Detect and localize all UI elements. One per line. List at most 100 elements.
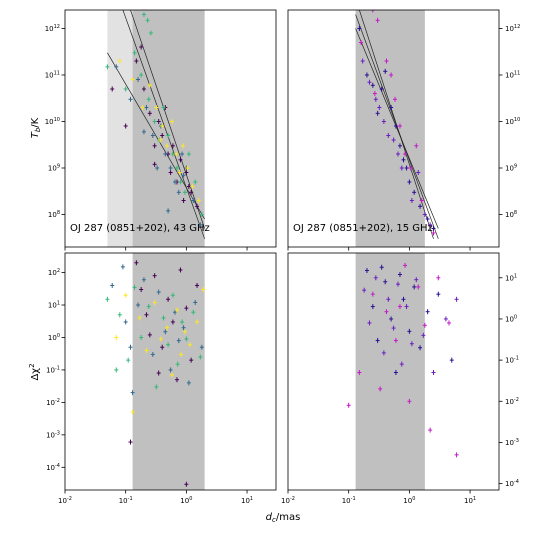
data-point-dchi2-15ghz-1-8 — [404, 304, 409, 310]
data-point-dchi2-43ghz-1-3 — [136, 302, 141, 308]
light-band-tb-43ghz — [107, 10, 133, 247]
data-point-dchi2-43ghz-3-11 — [183, 329, 188, 335]
data-point-tb-43ghz-3-8 — [174, 151, 179, 157]
data-point-tb-15ghz-0-13 — [431, 225, 436, 231]
data-point-dchi2-43ghz-1-13 — [193, 299, 198, 305]
data-point-dchi2-43ghz-3-3 — [137, 315, 142, 321]
data-point-dchi2-15ghz-0-1 — [370, 304, 375, 310]
data-point-tb-15ghz-0-9 — [407, 179, 412, 185]
data-point-tb-43ghz-1-17 — [181, 172, 186, 178]
data-point-dchi2-43ghz-1-12 — [186, 380, 191, 386]
y-label-dchi2-power: 2 — [28, 363, 36, 367]
data-point-tb-15ghz-2-4 — [389, 72, 394, 78]
data-point-dchi2-15ghz-1-9 — [409, 341, 414, 347]
data-point-dchi2-15ghz-1-1 — [367, 320, 372, 326]
data-point-tb-43ghz-0-16 — [139, 44, 144, 50]
data-point-tb-43ghz-1-4 — [150, 132, 155, 138]
x-label-unit: /mas — [276, 512, 300, 523]
y-tick-label-dchi2-15ghz-4: 100 — [505, 314, 517, 323]
axes-frame-tb-15ghz — [287, 9, 500, 248]
data-point-dchi2-15ghz-0-9 — [412, 284, 417, 290]
data-point-tb-43ghz-2-17 — [145, 17, 150, 23]
data-point-dchi2-15ghz-0-11 — [425, 309, 430, 315]
y-tick-label-tb-43ghz-0: 108 — [48, 210, 60, 219]
data-point-tb-15ghz-2-5 — [393, 96, 398, 102]
data-point-dchi2-15ghz-0-13 — [449, 357, 454, 363]
data-point-dchi2-43ghz-2-6 — [154, 384, 159, 390]
x-tick-label-dchi2-43ghz-3: 101 — [241, 496, 253, 505]
data-point-dchi2-15ghz-2-12 — [447, 320, 452, 326]
data-point-dchi2-43ghz-3-2 — [130, 409, 135, 415]
data-point-tb-43ghz-0-1 — [123, 123, 128, 129]
data-point-dchi2-43ghz-3-8 — [170, 372, 175, 378]
data-point-dchi2-43ghz-0-7 — [174, 377, 179, 383]
data-point-tb-15ghz-1-10 — [422, 211, 427, 217]
data-point-tb-43ghz-3-0 — [117, 58, 122, 64]
data-point-dchi2-43ghz-2-7 — [161, 315, 166, 321]
data-point-tb-43ghz-2-1 — [123, 86, 128, 92]
data-point-tb-43ghz-3-7 — [170, 119, 175, 125]
data-point-dchi2-15ghz-0-2 — [375, 337, 380, 343]
data-point-dchi2-43ghz-3-4 — [144, 347, 149, 353]
data-point-dchi2-43ghz-2-10 — [175, 361, 180, 367]
data-point-dchi2-15ghz-0-7 — [401, 296, 406, 302]
data-point-dchi2-43ghz-3-14 — [201, 287, 206, 293]
data-point-dchi2-15ghz-1-10 — [414, 277, 419, 283]
data-point-tb-15ghz-0-3 — [375, 110, 380, 116]
data-point-tb-43ghz-0-12 — [181, 198, 186, 204]
data-point-dchi2-15ghz-1-2 — [373, 275, 378, 281]
y-tick-label-dchi2-43ghz-3: 10-1 — [46, 365, 60, 374]
data-point-tb-43ghz-3-11 — [185, 165, 190, 171]
x-tick-label-dchi2-15ghz-3: 101 — [464, 496, 476, 505]
data-point-dchi2-43ghz-1-9 — [173, 309, 178, 315]
data-point-dchi2-43ghz-1-4 — [141, 277, 146, 283]
data-point-tb-15ghz-1-3 — [381, 119, 386, 125]
data-point-dchi2-15ghz-1-7 — [399, 361, 404, 367]
data-point-dchi2-43ghz-1-6 — [156, 289, 161, 295]
data-point-dchi2-15ghz-1-5 — [391, 325, 396, 331]
data-point-dchi2-43ghz-0-3 — [152, 273, 157, 279]
y-tick-label-tb-43ghz-3: 1011 — [45, 71, 60, 80]
y-label-dchi2-symbol: Δχ — [30, 368, 41, 381]
y-tick-label-tb-15ghz-3: 1011 — [505, 71, 520, 80]
data-point-tb-15ghz-2-1 — [370, 10, 375, 13]
data-point-tb-43ghz-3-13 — [196, 198, 201, 204]
data-point-tb-15ghz-1-9 — [416, 170, 421, 176]
data-point-tb-15ghz-0-2 — [370, 82, 375, 88]
annotation-15ghz: OJ 287 (0851+202), 15 GHz — [293, 223, 433, 234]
data-point-dchi2-43ghz-2-1 — [117, 312, 122, 318]
data-point-tb-15ghz-1-11 — [428, 222, 433, 228]
data-point-dchi2-43ghz-0-2 — [144, 312, 149, 318]
data-point-tb-43ghz-3-12 — [190, 184, 195, 190]
data-point-tb-43ghz-2-18 — [148, 30, 153, 36]
data-point-tb-43ghz-0-19 — [186, 184, 191, 190]
data-point-dchi2-43ghz-2-11 — [180, 319, 185, 325]
data-point-tb-43ghz-1-2 — [136, 77, 141, 83]
data-point-tb-15ghz-0-10 — [412, 189, 417, 195]
data-point-tb-43ghz-0-0 — [110, 86, 115, 92]
data-point-tb-15ghz-1-1 — [367, 79, 372, 85]
data-point-tb-43ghz-1-14 — [198, 222, 203, 228]
data-point-dchi2-43ghz-3-9 — [174, 307, 179, 313]
fit-line-tb-43ghz-2 — [107, 52, 205, 220]
data-point-tb-15ghz-1-8 — [409, 198, 414, 204]
data-point-dchi2-43ghz-3-10 — [179, 351, 184, 357]
data-point-dchi2-15ghz-0-12 — [436, 291, 441, 297]
data-point-tb-15ghz-0-5 — [389, 105, 394, 111]
panel-dchi2-15ghz: 10-2 10-1 100 101 10-4 10-3 10-2 10-1 100 101 — [281, 252, 519, 505]
data-point-dchi2-43ghz-1-15 — [120, 264, 125, 270]
data-point-dchi2-15ghz-0-8 — [407, 328, 412, 334]
data-point-tb-15ghz-0-11 — [418, 203, 423, 209]
data-point-tb-43ghz-0-20 — [152, 161, 157, 167]
data-point-tb-43ghz-0-6 — [156, 119, 161, 125]
data-point-tb-43ghz-0-13 — [184, 170, 189, 176]
shaded-band-tb-15ghz — [355, 10, 425, 247]
data-point-tb-15ghz-2-2 — [375, 17, 380, 23]
data-point-dchi2-15ghz-1-0 — [362, 287, 367, 293]
data-point-dchi2-43ghz-0-12 — [128, 439, 133, 445]
y-tick-label-tb-15ghz-0: 108 — [505, 210, 517, 219]
data-point-dchi2-43ghz-3-6 — [158, 336, 163, 342]
data-point-tb-43ghz-1-13 — [191, 198, 196, 204]
y-tick-label-dchi2-15ghz-3: 10-1 — [505, 356, 519, 365]
data-point-tb-43ghz-1-10 — [176, 189, 181, 195]
